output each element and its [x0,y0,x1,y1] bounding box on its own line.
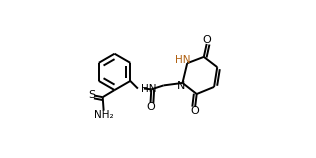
Text: O: O [146,102,155,112]
Text: O: O [203,35,211,45]
Text: HN: HN [175,55,191,65]
Text: NH₂: NH₂ [94,110,113,120]
Text: O: O [191,106,199,116]
Text: S: S [88,90,95,100]
Text: N: N [177,81,185,91]
Text: HN: HN [141,84,156,94]
